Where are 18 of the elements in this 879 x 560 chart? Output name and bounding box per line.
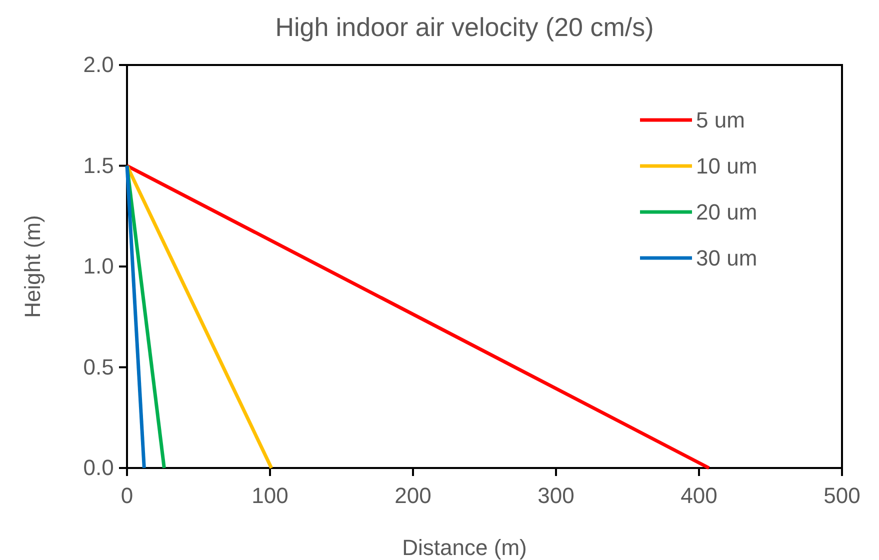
x-tick-label: 500 xyxy=(824,483,860,508)
y-tick-label: 1.5 xyxy=(83,152,114,178)
legend-label: 20 um xyxy=(696,200,758,225)
x-axis-title: Distance (m) xyxy=(402,535,527,560)
legend-label: 30 um xyxy=(696,246,758,271)
x-tick-label: 0 xyxy=(120,483,134,508)
x-tick-label: 200 xyxy=(394,483,432,508)
y-tick-label: 1.0 xyxy=(83,254,114,279)
legend-label: 5 um xyxy=(696,108,745,133)
x-tick-label: 300 xyxy=(538,483,574,508)
y-tick-label: 2.0 xyxy=(83,52,114,78)
x-tick-label: 400 xyxy=(680,483,718,508)
y-axis-title: Height (m) xyxy=(20,215,45,318)
y-tick-label: 0.5 xyxy=(83,354,114,380)
legend-label: 10 um xyxy=(696,154,758,179)
x-tick-label: 100 xyxy=(252,483,288,508)
y-tick-label: 0.0 xyxy=(83,455,114,480)
chart-title: High indoor air velocity (20 cm/s) xyxy=(275,12,654,42)
